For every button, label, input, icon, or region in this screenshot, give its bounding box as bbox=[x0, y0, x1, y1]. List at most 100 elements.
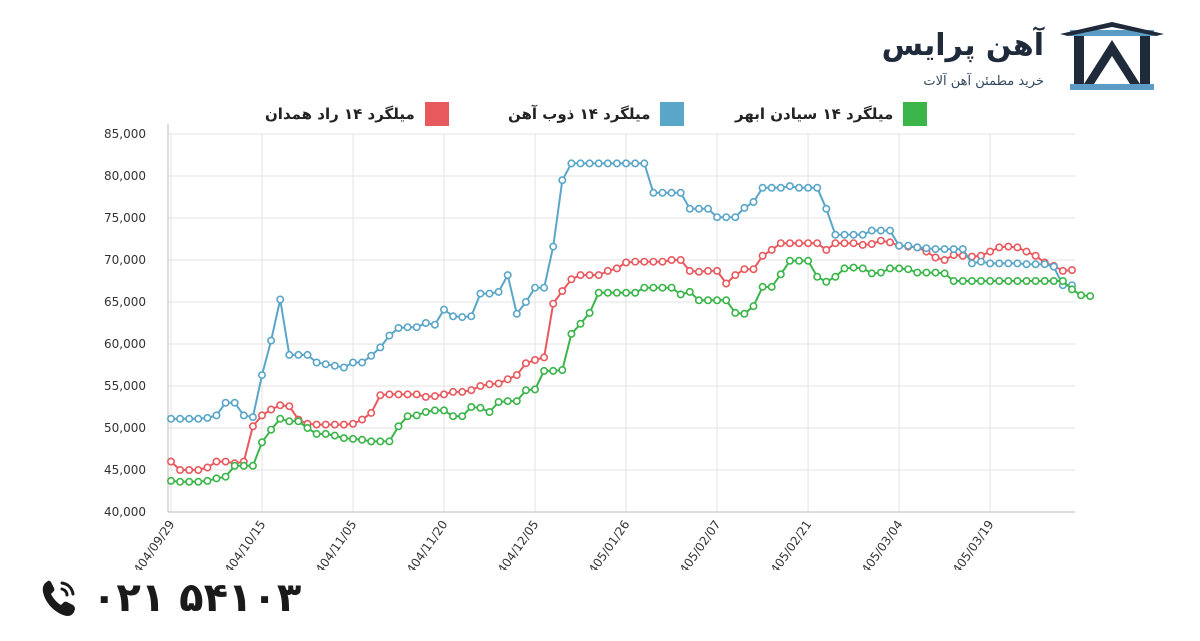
series-2-point bbox=[567, 329, 576, 338]
phone-number: ۰۲۱ ۵۴۱۰۳ bbox=[92, 575, 302, 621]
series-2-point bbox=[558, 365, 567, 374]
series-1-point bbox=[731, 213, 740, 222]
series-0-point bbox=[257, 411, 266, 420]
series-1-point bbox=[567, 159, 576, 168]
series-1-point bbox=[913, 243, 922, 252]
series-2-point bbox=[658, 283, 667, 292]
series-0-point bbox=[885, 238, 894, 247]
series-2-point bbox=[1068, 285, 1077, 294]
series-0-point bbox=[567, 275, 576, 284]
series-0-point bbox=[749, 265, 758, 274]
legend-item-rad-hamedan: میلگرد ۱۴ راد همدان bbox=[265, 101, 449, 127]
series-2-point bbox=[476, 403, 485, 412]
series-2-point bbox=[913, 268, 922, 277]
series-1-point bbox=[512, 309, 521, 318]
series-0-point bbox=[503, 375, 512, 384]
series-0-point bbox=[267, 405, 276, 414]
series-0-point bbox=[412, 390, 421, 399]
series-0-point bbox=[1058, 266, 1067, 275]
series-1-point bbox=[967, 259, 976, 268]
series-2-point bbox=[794, 256, 803, 265]
series-line-0 bbox=[170, 239, 1073, 471]
series-1-point bbox=[722, 213, 731, 222]
series-2-point bbox=[995, 276, 1004, 285]
series-0-point bbox=[740, 265, 749, 274]
series-1-point bbox=[230, 398, 239, 407]
series-1-point bbox=[603, 159, 612, 168]
series-0-point bbox=[940, 255, 949, 264]
series-1-point bbox=[904, 241, 913, 250]
series-0-point bbox=[458, 387, 467, 396]
series-0-point bbox=[385, 390, 394, 399]
series-2-point bbox=[622, 288, 631, 297]
series-2-point bbox=[339, 434, 348, 443]
series-2-point bbox=[758, 282, 767, 291]
series-0-point bbox=[794, 239, 803, 248]
series-0-point bbox=[722, 279, 731, 288]
series-1-point bbox=[167, 414, 176, 423]
series-0-point bbox=[831, 239, 840, 248]
series-2-point bbox=[1058, 276, 1067, 285]
series-1-point bbox=[239, 411, 248, 420]
series-0-point bbox=[430, 392, 439, 401]
series-2-point bbox=[321, 429, 330, 438]
series-1-point bbox=[1040, 260, 1049, 269]
series-2-point bbox=[585, 308, 594, 317]
series-1-point bbox=[467, 312, 476, 321]
series-1-point bbox=[713, 213, 722, 222]
series-1-point bbox=[594, 159, 603, 168]
legend-label-zob-ahan: میلگرد ۱۴ ذوب آهن bbox=[508, 105, 651, 123]
legend-item-zob-ahan: میلگرد ۱۴ ذوب آهن bbox=[508, 101, 685, 127]
series-1-point bbox=[312, 358, 321, 367]
series-0-point bbox=[403, 390, 412, 399]
series-1-point bbox=[804, 183, 813, 192]
series-1-point bbox=[294, 350, 303, 359]
series-0-point bbox=[439, 390, 448, 399]
series-0-point bbox=[767, 245, 776, 254]
series-2-point bbox=[367, 437, 376, 446]
x-tick-label: 1404/11/05 bbox=[308, 518, 359, 570]
series-1-point bbox=[449, 312, 458, 321]
series-2-point bbox=[986, 276, 995, 285]
series-2-point bbox=[895, 264, 904, 273]
legend-label-rad-hamedan: میلگرد ۱۴ راد همدان bbox=[265, 105, 415, 123]
series-2-point bbox=[239, 461, 248, 470]
series-2-point bbox=[385, 437, 394, 446]
series-1-point bbox=[931, 245, 940, 254]
series-2-point bbox=[976, 276, 985, 285]
series-2-point bbox=[1049, 276, 1058, 285]
series-2-point bbox=[494, 397, 503, 406]
series-1-point bbox=[367, 351, 376, 360]
legend-item-siadan-abhar: میلگرد ۱۴ سیادن ابهر bbox=[735, 101, 928, 127]
series-0-point bbox=[512, 371, 521, 380]
series-1-point bbox=[276, 295, 285, 304]
x-tick-label: 1405/03/04 bbox=[854, 518, 905, 570]
series-0-point bbox=[285, 402, 294, 411]
series-0-point bbox=[658, 257, 667, 266]
series-2-point bbox=[931, 268, 940, 277]
series-1-point bbox=[348, 358, 357, 367]
series-2-point bbox=[549, 366, 558, 375]
x-tick-label: 1405/01/26 bbox=[581, 518, 632, 570]
series-0-point bbox=[603, 266, 612, 275]
series-1-point bbox=[676, 188, 685, 197]
series-2-point bbox=[603, 288, 612, 297]
line-chart: 40,000 45,000 50,000 55,000 60,000 65,000 70,0… bbox=[104, 124, 1095, 570]
series-0-point bbox=[194, 465, 203, 474]
series-2-point bbox=[376, 437, 385, 446]
series-2-point bbox=[831, 272, 840, 281]
series-1-point bbox=[776, 183, 785, 192]
series-0-point bbox=[248, 422, 257, 431]
series-2-point bbox=[813, 272, 822, 281]
series-0-point bbox=[485, 380, 494, 389]
series-1-point bbox=[658, 188, 667, 197]
x-tick-label: 1405/02/07 bbox=[672, 518, 723, 570]
series-1-point bbox=[922, 244, 931, 253]
series-0-point bbox=[876, 236, 885, 245]
series-2-point bbox=[858, 264, 867, 273]
series-2-point bbox=[358, 435, 367, 444]
series-0-point bbox=[931, 253, 940, 262]
series-1-point bbox=[1022, 260, 1031, 269]
series-2-point bbox=[248, 461, 257, 470]
series-2-point bbox=[885, 264, 894, 273]
